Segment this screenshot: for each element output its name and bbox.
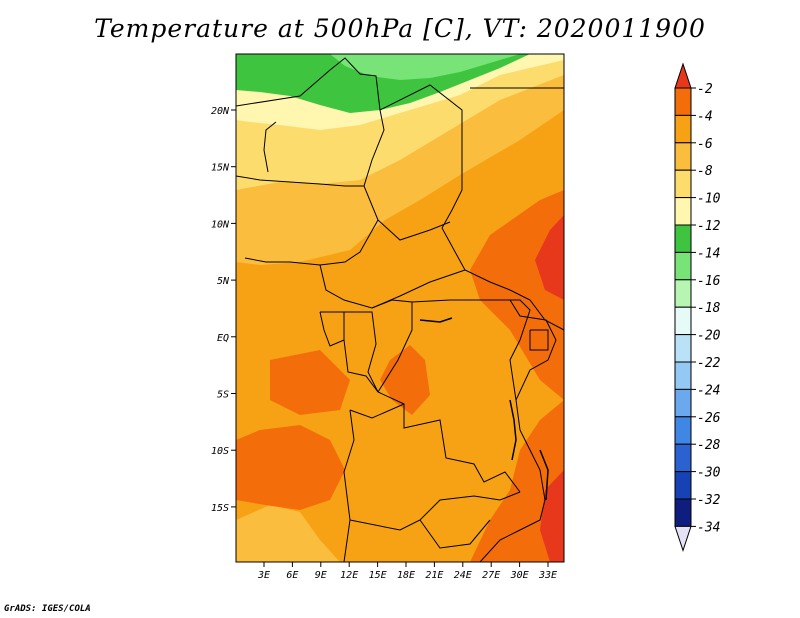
colorbar-bottom-arrow: [674, 525, 692, 552]
lat-label: EQ: [217, 333, 229, 344]
colorbar-swatch: [674, 251, 692, 281]
colorbar-swatch: [674, 197, 692, 226]
colorbar-swatch: [674, 443, 692, 473]
colorbar-swatch: [674, 224, 692, 253]
lon-label: 6E: [286, 570, 298, 581]
lat-label: 15N: [211, 163, 230, 174]
country-borders: [236, 57, 564, 562]
zone-minus-8-south: [236, 505, 340, 562]
temperature-field: [236, 54, 564, 562]
colorbar-label: -34: [697, 520, 720, 535]
colorbar-swatch: [674, 471, 692, 500]
colorbar-label: -4: [697, 109, 713, 124]
lon-label: 15E: [369, 570, 387, 581]
lat-label: 15S: [211, 503, 229, 514]
colorbar-label: -10: [697, 192, 721, 207]
colorbar-label: -18: [697, 301, 721, 316]
lon-label: 18E: [397, 570, 415, 581]
grads-credit: GrADS: IGES/COLA: [4, 604, 91, 614]
zone-minus-2-east: [535, 215, 564, 300]
lon-label: 24E: [454, 570, 472, 581]
colorbar-label: -24: [697, 383, 720, 398]
lat-label: 10S: [211, 446, 229, 457]
colorbar-label: -12: [697, 219, 721, 234]
colorbar-swatch: [674, 306, 692, 336]
colorbar-swatch: [674, 416, 692, 445]
colorbar-swatch: [674, 142, 692, 171]
colorbar-label: -16: [697, 274, 721, 289]
colorbar-label: -28: [697, 438, 721, 453]
colorbar-label: -32: [697, 493, 721, 508]
lakes: [419, 317, 549, 501]
colorbar-label: -22: [697, 356, 721, 371]
colorbar-label: -2: [697, 82, 713, 97]
colorbar-swatch: [674, 361, 692, 390]
latitude-labels: 20N 15N 10N 5N EQ 5S 10S 15S: [211, 106, 236, 514]
colorbar-top-arrow: [674, 62, 692, 89]
colorbar: -2 -4 -6 -8 -10 -12 -14 -16 -18 -20 -22 -24 -26 -28 -3…: [674, 62, 721, 552]
colorbar-label: -6: [697, 137, 713, 152]
lon-label: 21E: [425, 570, 443, 581]
map-frame: [235, 53, 565, 563]
lon-label: 9E: [315, 570, 327, 581]
zone-minus-4-west: [236, 425, 345, 510]
colorbar-swatch: [674, 498, 692, 527]
lat-label: 10N: [211, 219, 230, 230]
colorbar-label: -30: [697, 466, 721, 481]
lon-label: 3E: [257, 570, 270, 581]
colorbar-swatch: [674, 87, 692, 116]
colorbar-label: -26: [697, 411, 721, 426]
longitude-labels: 3E 6E 9E 12E 15E 18E 21E 24E 27E 30E 33E: [257, 562, 557, 581]
zone-minus-4-southeast: [470, 400, 564, 562]
lat-label: 20N: [211, 106, 230, 117]
colorbar-swatch: [674, 114, 692, 144]
zone-minus-16: [330, 54, 520, 80]
map-title: Temperature at 500hPa [C], VT: 202001190…: [94, 14, 706, 43]
lon-label: 12E: [340, 570, 358, 581]
colorbar-label: -20: [697, 329, 721, 344]
colorbar-swatch: [674, 169, 692, 199]
colorbar-swatch: [674, 334, 692, 363]
colorbar-swatch: [674, 388, 692, 418]
lon-label: 27E: [482, 570, 500, 581]
lon-label: 33E: [538, 570, 557, 581]
zone-minus-4-east: [470, 190, 564, 400]
lat-label: 5N: [217, 276, 230, 287]
colorbar-label: -8: [697, 164, 713, 179]
colorbar-label: -14: [697, 246, 720, 261]
lon-label: 30E: [510, 570, 529, 581]
zone-minus-4-mid: [270, 350, 350, 415]
zone-minus-4-central: [380, 345, 430, 415]
colorbar-swatch: [674, 279, 692, 308]
lat-label: 5S: [217, 390, 229, 401]
